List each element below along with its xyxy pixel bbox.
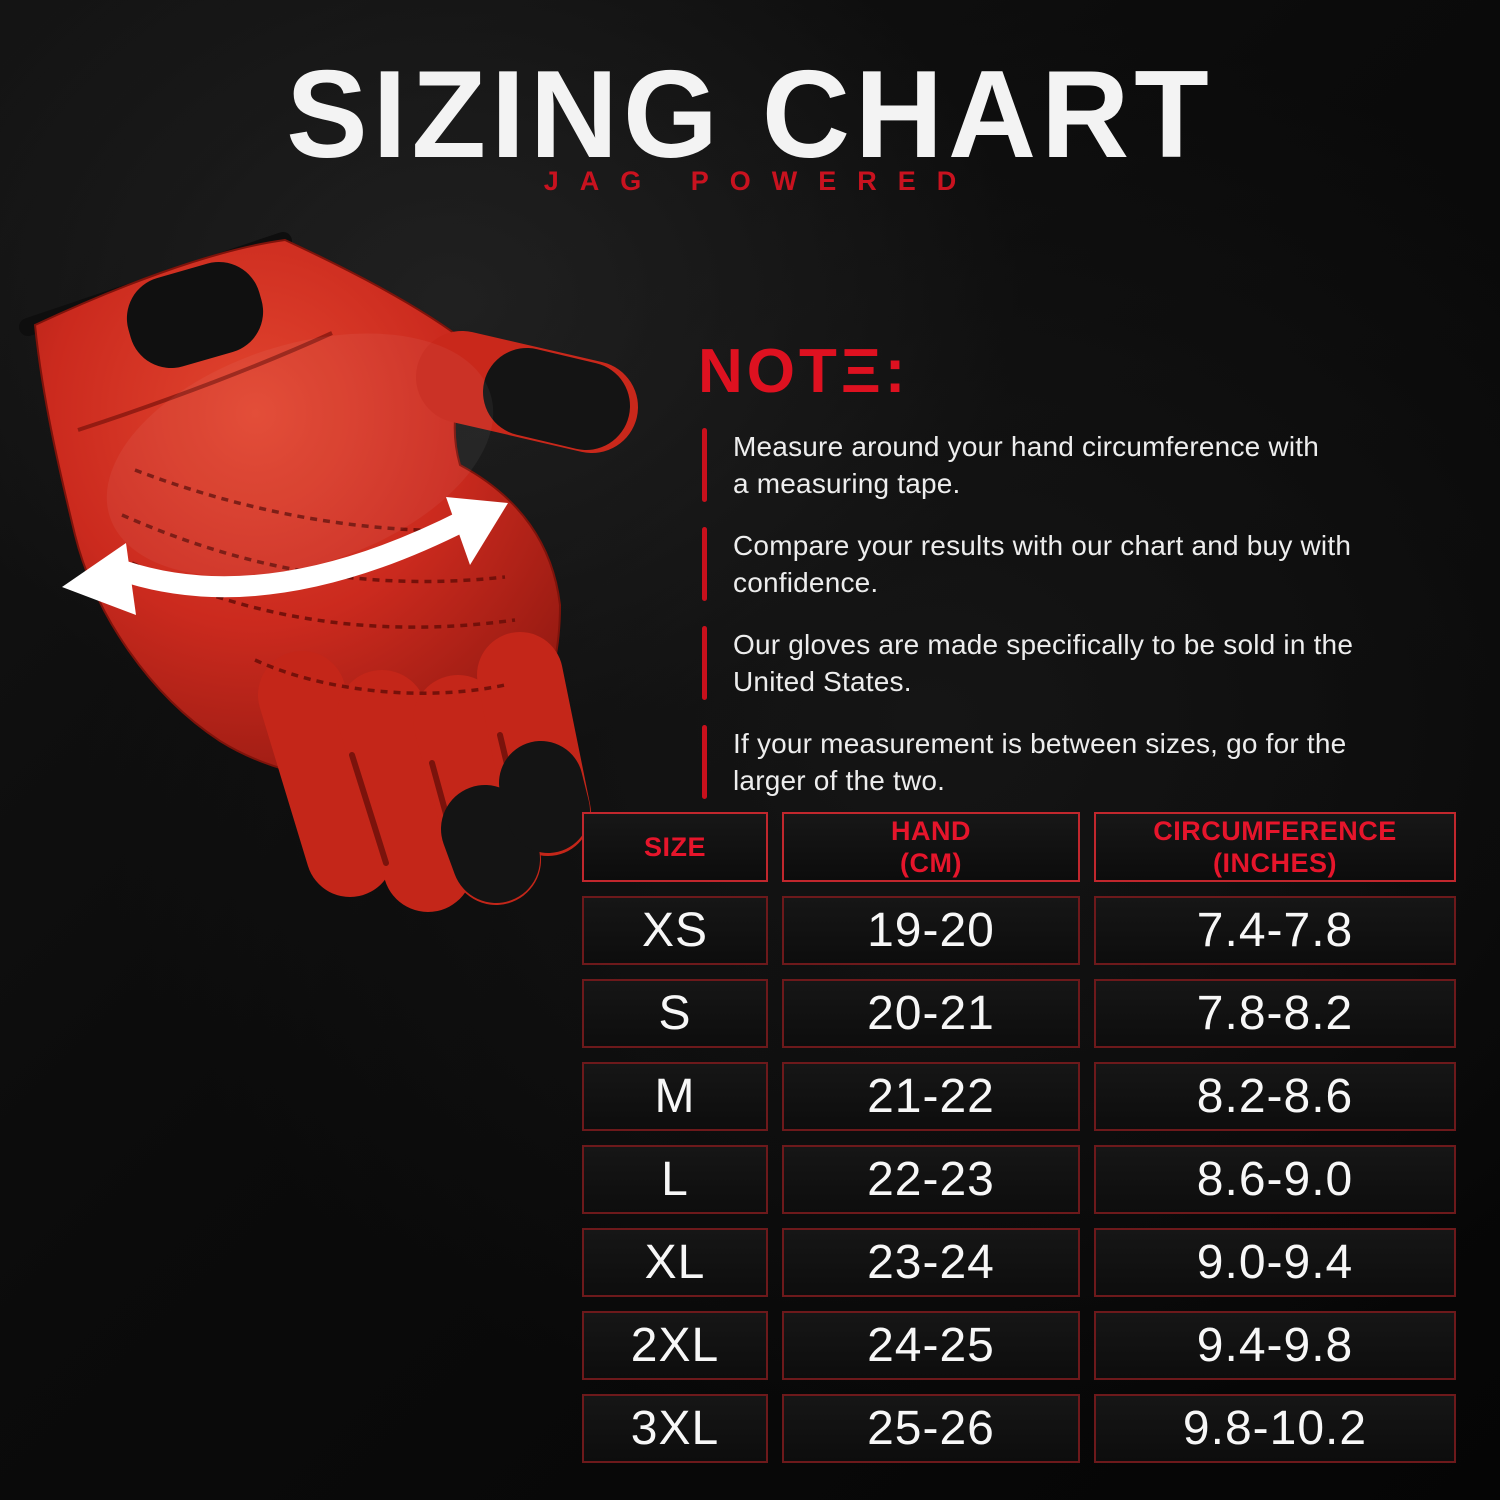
bullet-bar-icon	[702, 626, 707, 700]
note-heading: NOTΞ:	[698, 337, 910, 406]
brand-subtitle: JAG POWERED	[543, 166, 978, 196]
table-row: XL 23-24 9.0-9.4	[582, 1228, 1456, 1297]
bullet-bar-icon	[702, 428, 707, 502]
size-cell: S	[582, 979, 768, 1048]
hand-cm-cell: 21-22	[782, 1062, 1080, 1131]
note-bullet: Our gloves are made specifically to be s…	[702, 626, 1462, 700]
hand-cm-cell: 19-20	[782, 896, 1080, 965]
hand-cm-cell: 22-23	[782, 1145, 1080, 1214]
size-cell: L	[582, 1145, 768, 1214]
table-row: XS 19-20 7.4-7.8	[582, 896, 1456, 965]
column-header-hand-cm: HAND (CM)	[782, 812, 1080, 882]
size-cell: XS	[582, 896, 768, 965]
thumb-tip-cap	[483, 348, 630, 450]
bullet-bar-icon	[702, 725, 707, 799]
circumference-cell: 8.6-9.0	[1094, 1145, 1456, 1214]
hand-cm-cell: 23-24	[782, 1228, 1080, 1297]
note-bullets: Measure around your hand circumference w…	[702, 428, 1462, 824]
table-row: M 21-22 8.2-8.6	[582, 1062, 1456, 1131]
circumference-cell: 9.0-9.4	[1094, 1228, 1456, 1297]
note-bullet: If your measurement is between sizes, go…	[702, 725, 1462, 799]
fingertip-caps	[441, 741, 590, 903]
circumference-cell: 9.8-10.2	[1094, 1394, 1456, 1463]
page-title: SIZING CHART	[286, 44, 1214, 184]
glove-image	[19, 232, 638, 912]
circumference-cell: 7.8-8.2	[1094, 979, 1456, 1048]
leather-highlight	[106, 333, 494, 577]
size-cell: XL	[582, 1228, 768, 1297]
table-row: L 22-23 8.6-9.0	[582, 1145, 1456, 1214]
note-bullet: Measure around your hand circumference w…	[702, 428, 1462, 502]
velcro-patch	[126, 261, 264, 369]
column-header-size: SIZE	[582, 812, 768, 882]
table-row: 3XL 25-26 9.8-10.2	[582, 1394, 1456, 1463]
circumference-cell: 9.4-9.8	[1094, 1311, 1456, 1380]
bullet-text: If your measurement is between sizes, go…	[733, 728, 1347, 796]
size-cell: 3XL	[582, 1394, 768, 1463]
bullet-text: Compare your results with our chart and …	[733, 530, 1352, 598]
table-row: S 20-21 7.8-8.2	[582, 979, 1456, 1048]
size-table: SIZE HAND (CM) CIRCUMFERENCE (INCHES) XS…	[582, 812, 1456, 1477]
hand-cm-cell: 20-21	[782, 979, 1080, 1048]
bullet-bar-icon	[702, 527, 707, 601]
column-header-circumference-inches: CIRCUMFERENCE (INCHES)	[1094, 812, 1456, 882]
circumference-cell: 8.2-8.6	[1094, 1062, 1456, 1131]
cuff-seam	[77, 331, 333, 432]
hand-cm-cell: 25-26	[782, 1394, 1080, 1463]
table-header-row: SIZE HAND (CM) CIRCUMFERENCE (INCHES)	[582, 812, 1456, 882]
size-cell: M	[582, 1062, 768, 1131]
hand-cm-cell: 24-25	[782, 1311, 1080, 1380]
bullet-text: Measure around your hand circumference w…	[733, 431, 1320, 499]
note-bullet: Compare your results with our chart and …	[702, 527, 1462, 601]
size-cell: 2XL	[582, 1311, 768, 1380]
bullet-text: Our gloves are made specifically to be s…	[733, 629, 1354, 697]
table-row: 2XL 24-25 9.4-9.8	[582, 1311, 1456, 1380]
measure-arrow-icon	[62, 497, 508, 615]
circumference-cell: 7.4-7.8	[1094, 896, 1456, 965]
